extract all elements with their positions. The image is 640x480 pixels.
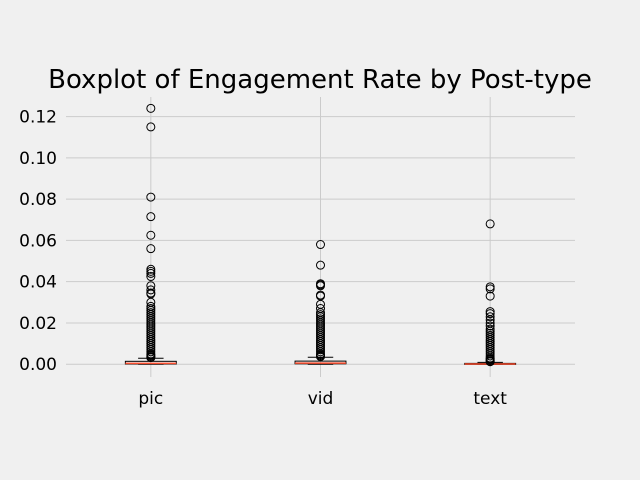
outlier-point [146, 266, 156, 276]
box-layer [124, 103, 517, 367]
outlier-point [485, 315, 495, 325]
box-group-pic [124, 103, 177, 365]
outlier-point [146, 212, 156, 222]
outlier-point [485, 284, 495, 294]
y-tick-label: 0.06 [19, 231, 57, 251]
outlier-point [316, 260, 325, 270]
outlier-point [146, 264, 156, 274]
outlier-point [146, 192, 156, 202]
x-tick-label: vid [308, 389, 334, 409]
outlier-point [146, 268, 156, 278]
y-tick-label: 0.04 [19, 273, 57, 293]
outlier-point [485, 351, 495, 361]
outlier-point [485, 282, 495, 292]
outlier-point [146, 122, 156, 132]
outlier-point [485, 219, 495, 229]
outlier-point [316, 345, 325, 355]
outlier-point [316, 347, 325, 357]
outlier-point [146, 103, 156, 113]
y-tick-label: 0.10 [19, 149, 57, 169]
box-group-text [464, 219, 517, 367]
outlier-point [485, 321, 495, 331]
outlier-point [316, 240, 325, 250]
y-tick-label: 0.02 [19, 314, 57, 334]
tick-layer: 0.00 0.02 0.04 0.06 0.08 0.10 0.12 pic vid text [19, 108, 507, 409]
outlier-point [146, 230, 156, 240]
box-group-vid [294, 240, 347, 365]
outlier-point [485, 309, 495, 319]
y-tick-label: 0.08 [19, 190, 57, 210]
outlier-point [146, 353, 156, 363]
outlier-point [485, 312, 495, 322]
outlier-point [316, 281, 325, 291]
outlier-point [485, 357, 495, 367]
outlier-point [146, 272, 156, 282]
x-tick-label: pic [138, 389, 163, 409]
outlier-point [485, 291, 495, 301]
outlier-point [146, 244, 156, 254]
outlier-point [316, 352, 325, 362]
y-tick-label: 0.00 [19, 355, 57, 375]
outlier-point [146, 347, 156, 357]
outlier-point [146, 285, 156, 295]
y-tick-label: 0.12 [19, 108, 57, 128]
x-tick-label: text [473, 389, 507, 409]
chart-title: Boxplot of Engagement Rate by Post-type [48, 65, 592, 95]
